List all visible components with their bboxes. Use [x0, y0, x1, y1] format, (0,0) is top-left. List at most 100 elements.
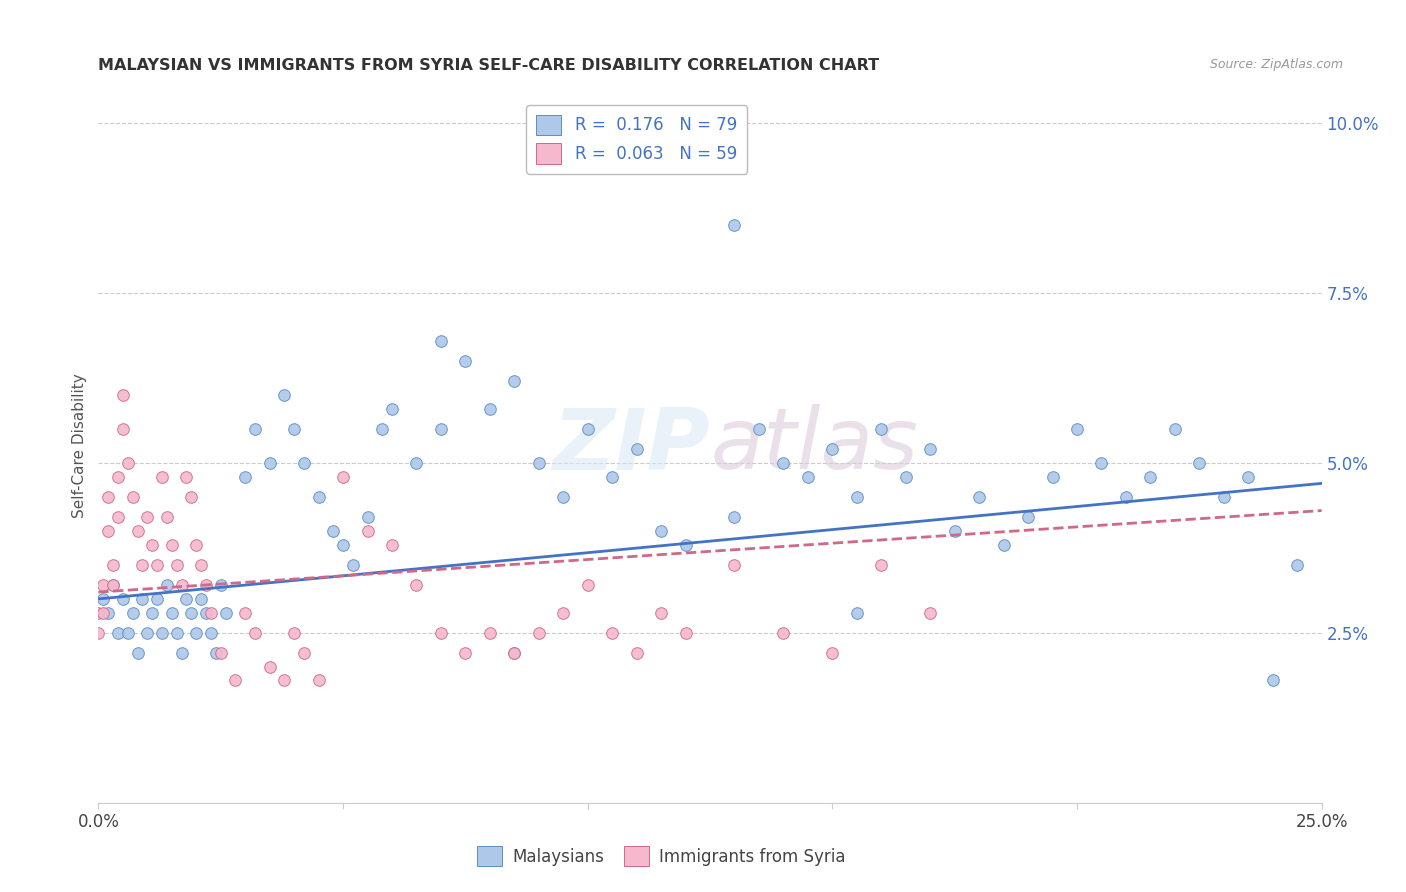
- Point: [821, 442, 844, 457]
- Point: [283, 422, 305, 436]
- Point: [1115, 490, 1137, 504]
- Point: [920, 606, 942, 620]
- Point: [146, 558, 169, 572]
- Point: [111, 591, 134, 606]
- Point: [209, 578, 232, 592]
- Point: [626, 646, 648, 660]
- Point: [478, 401, 501, 416]
- Point: [503, 375, 526, 389]
- Point: [136, 626, 159, 640]
- Legend: Malaysians, Immigrants from Syria: Malaysians, Immigrants from Syria: [470, 839, 852, 873]
- Point: [156, 578, 179, 592]
- Point: [283, 626, 305, 640]
- Point: [845, 606, 868, 620]
- Point: [308, 490, 330, 504]
- Point: [87, 626, 110, 640]
- Point: [111, 422, 134, 436]
- Point: [1164, 422, 1187, 436]
- Point: [121, 606, 143, 620]
- Point: [101, 578, 124, 592]
- Point: [259, 456, 281, 470]
- Point: [675, 626, 697, 640]
- Point: [1139, 469, 1161, 483]
- Point: [101, 578, 124, 592]
- Point: [405, 578, 427, 592]
- Point: [1188, 456, 1211, 470]
- Point: [600, 626, 623, 640]
- Point: [97, 524, 120, 538]
- Point: [150, 626, 173, 640]
- Point: [553, 606, 575, 620]
- Point: [322, 524, 344, 538]
- Point: [121, 490, 143, 504]
- Point: [870, 558, 893, 572]
- Point: [967, 490, 990, 504]
- Point: [117, 626, 139, 640]
- Point: [166, 626, 188, 640]
- Point: [273, 388, 295, 402]
- Point: [553, 490, 575, 504]
- Point: [772, 626, 794, 640]
- Point: [186, 626, 208, 640]
- Point: [576, 578, 599, 592]
- Point: [332, 469, 354, 483]
- Point: [91, 578, 114, 592]
- Point: [233, 469, 256, 483]
- Point: [190, 591, 212, 606]
- Point: [91, 606, 114, 620]
- Point: [454, 354, 477, 368]
- Point: [600, 469, 623, 483]
- Point: [186, 537, 208, 551]
- Point: [180, 490, 202, 504]
- Point: [209, 646, 232, 660]
- Point: [200, 626, 222, 640]
- Point: [190, 558, 212, 572]
- Point: [195, 578, 218, 592]
- Point: [650, 524, 672, 538]
- Point: [308, 673, 330, 688]
- Point: [292, 456, 315, 470]
- Point: [170, 646, 193, 660]
- Point: [478, 626, 501, 640]
- Point: [527, 456, 550, 470]
- Point: [527, 626, 550, 640]
- Point: [371, 422, 394, 436]
- Y-axis label: Self-Care Disability: Self-Care Disability: [72, 374, 87, 518]
- Point: [233, 606, 256, 620]
- Point: [405, 456, 427, 470]
- Point: [342, 558, 364, 572]
- Point: [993, 537, 1015, 551]
- Point: [381, 537, 404, 551]
- Point: [91, 591, 114, 606]
- Point: [1212, 490, 1234, 504]
- Point: [1090, 456, 1112, 470]
- Point: [160, 537, 183, 551]
- Point: [224, 673, 246, 688]
- Point: [723, 218, 745, 232]
- Point: [156, 510, 179, 524]
- Point: [111, 388, 134, 402]
- Point: [356, 524, 378, 538]
- Point: [430, 334, 453, 348]
- Point: [107, 626, 129, 640]
- Point: [259, 660, 281, 674]
- Text: atlas: atlas: [710, 404, 918, 488]
- Point: [127, 646, 149, 660]
- Point: [243, 626, 266, 640]
- Point: [117, 456, 139, 470]
- Point: [101, 558, 124, 572]
- Point: [107, 510, 129, 524]
- Point: [150, 469, 173, 483]
- Point: [894, 469, 917, 483]
- Point: [205, 646, 228, 660]
- Point: [131, 591, 153, 606]
- Point: [503, 646, 526, 660]
- Point: [97, 606, 120, 620]
- Point: [454, 646, 477, 660]
- Point: [772, 456, 794, 470]
- Point: [675, 537, 697, 551]
- Point: [626, 442, 648, 457]
- Point: [723, 558, 745, 572]
- Point: [141, 606, 163, 620]
- Text: Source: ZipAtlas.com: Source: ZipAtlas.com: [1209, 58, 1343, 71]
